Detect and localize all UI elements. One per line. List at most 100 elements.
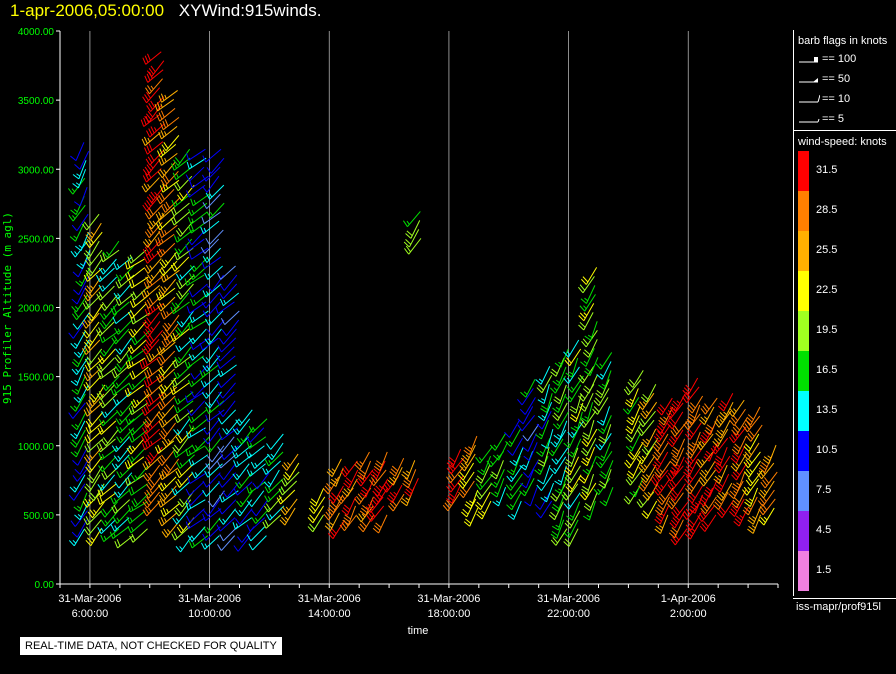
x-tick-time: 2:00:00 <box>670 608 707 620</box>
wind-barb <box>342 505 357 526</box>
speed-swatch-label: 16.5 <box>816 364 838 376</box>
wind-barb <box>172 166 192 180</box>
wind-barb <box>156 188 175 205</box>
wind-barb <box>684 521 701 540</box>
wind-barb <box>99 330 120 344</box>
wind-barb <box>100 501 118 518</box>
wind-barb <box>506 455 521 476</box>
wind-barb <box>171 526 191 541</box>
wind-barb <box>357 460 372 480</box>
wind-barb <box>731 489 747 509</box>
wind-barb <box>582 375 598 394</box>
x-tick-date: 1-Apr-2006 <box>661 593 716 605</box>
wind-barb <box>161 197 180 213</box>
wind-barb <box>114 319 133 335</box>
wind-barb <box>729 498 745 517</box>
wind-barb <box>372 514 388 534</box>
wind-barb <box>490 469 505 488</box>
wind-barb <box>217 409 237 425</box>
wind-barb <box>144 222 163 239</box>
barb-legend-label: == 100 <box>822 53 857 65</box>
wind-barb <box>548 501 564 521</box>
x-tick-date: 31-Mar-2006 <box>178 593 241 605</box>
wind-barb <box>579 294 596 312</box>
wind-barb <box>671 501 689 518</box>
wind-barb <box>561 483 579 501</box>
wind-barb <box>324 512 340 532</box>
wind-barb <box>251 508 270 524</box>
wind-barb <box>263 496 282 513</box>
wind-barb <box>140 284 161 299</box>
wind-barb <box>129 528 148 543</box>
wind-barb <box>686 404 701 425</box>
wind-barb <box>522 433 537 452</box>
wind-barb <box>627 442 644 460</box>
wind-barb <box>475 491 491 511</box>
wind-barb <box>155 206 175 221</box>
wind-barb <box>537 447 550 467</box>
wind-barb <box>218 382 236 399</box>
y-axis-label: 915 Profiler Altitude (m agl) <box>1 212 14 404</box>
barb-legend-label: == 5 <box>822 113 845 125</box>
wind-barb <box>173 364 193 379</box>
wind-barb <box>204 391 222 409</box>
wind-barb <box>126 510 146 524</box>
wind-barb <box>188 454 209 467</box>
wind-barb <box>156 108 176 122</box>
wind-barb <box>598 424 612 444</box>
wind-barb <box>129 366 149 380</box>
wind-barb <box>202 346 220 364</box>
wind-barb <box>72 169 87 189</box>
wind-barb <box>626 460 642 479</box>
wind-barb <box>70 142 85 162</box>
wind-barb <box>98 276 117 292</box>
wind-barb <box>507 500 522 520</box>
wind-barb <box>189 175 209 189</box>
wind-barb <box>328 485 344 504</box>
wind-barb <box>536 410 552 430</box>
wind-barb <box>200 373 220 388</box>
wind-barb <box>564 456 580 476</box>
wind-barb <box>69 474 86 493</box>
wind-barb <box>582 339 598 358</box>
wind-barb <box>359 478 375 498</box>
wind-barb <box>625 415 640 434</box>
wind-barb <box>172 508 190 525</box>
wind-barb <box>622 397 640 415</box>
wind-barb <box>83 267 103 282</box>
speed-swatch-label: 4.5 <box>816 524 832 536</box>
wind-barb <box>160 170 179 187</box>
wind-barb <box>669 456 685 476</box>
wind-barb <box>712 428 729 447</box>
wind-barb <box>97 348 116 365</box>
wind-barb <box>637 392 655 411</box>
wind-barb <box>85 456 103 473</box>
wind-barb <box>354 451 370 470</box>
wind-barb <box>142 168 162 183</box>
wind-barb <box>146 60 165 77</box>
wind-barb <box>144 365 164 379</box>
wind-barb <box>625 433 641 452</box>
wind-barb <box>517 406 534 425</box>
x-ticks: 31-Mar-2006 6:00:00 31-Mar-2006 10:00:00 31-… <box>58 584 779 620</box>
wind-barb <box>102 240 120 258</box>
wind-barb <box>550 483 566 502</box>
wind-barb <box>569 402 584 423</box>
wind-barb <box>595 451 613 469</box>
speed-swatch <box>798 431 809 471</box>
wind-barb <box>698 406 715 426</box>
wind-barb <box>83 510 102 526</box>
wind-barb <box>656 397 673 416</box>
wind-barb <box>141 177 160 193</box>
wind-barb <box>387 466 403 486</box>
wind-barb <box>252 472 270 490</box>
wind-barb <box>669 510 686 529</box>
wind-barb <box>145 392 165 407</box>
wind-barb <box>142 464 161 482</box>
wind-barb <box>281 453 299 471</box>
wind-barb <box>595 379 610 399</box>
wind-barb <box>171 373 191 388</box>
wind-barb <box>653 424 671 443</box>
wind-barb <box>174 409 194 424</box>
wind-barb <box>404 238 422 255</box>
